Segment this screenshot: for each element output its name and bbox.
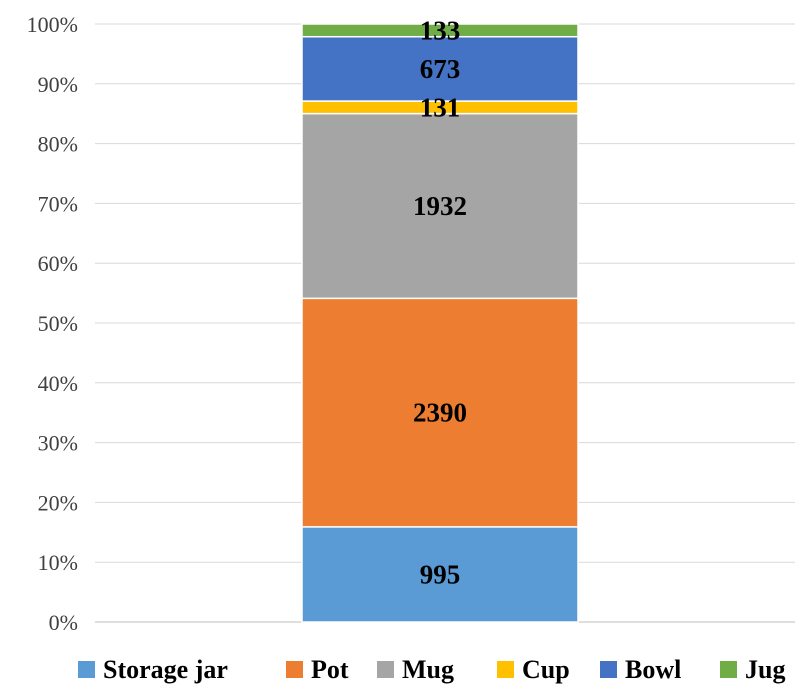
y-tick-label: 60% bbox=[38, 251, 78, 276]
y-tick-label: 70% bbox=[38, 191, 78, 216]
y-tick-label: 0% bbox=[49, 610, 78, 635]
bar-segment-mug bbox=[301, 112, 579, 300]
bar-segments bbox=[301, 23, 579, 623]
legend-swatch bbox=[286, 661, 303, 678]
legend-swatch bbox=[497, 661, 514, 678]
legend-item-mug: Mug bbox=[377, 655, 454, 684]
legend-item-storage-jar: Storage jar bbox=[78, 655, 228, 684]
legend-label: Mug bbox=[402, 655, 454, 684]
y-tick-label: 30% bbox=[38, 431, 78, 456]
legend-label: Bowl bbox=[625, 655, 681, 684]
legend-swatch bbox=[377, 661, 394, 678]
y-tick-label: 80% bbox=[38, 132, 78, 157]
y-tick-label: 40% bbox=[38, 371, 78, 396]
bar-segment-jug bbox=[301, 23, 579, 38]
y-tick-label: 10% bbox=[38, 550, 78, 575]
data-label-bowl: 673 bbox=[420, 54, 461, 84]
legend-label: Jug bbox=[745, 655, 785, 684]
legend: Storage jar Pot Mug Cup Bowl Jug bbox=[78, 655, 785, 684]
y-tick-label: 50% bbox=[38, 311, 78, 336]
data-label-jug: 133 bbox=[420, 15, 461, 45]
legend-item-cup: Cup bbox=[497, 655, 570, 684]
data-labels: 995 2390 1932 131 673 133 bbox=[413, 15, 467, 589]
legend-label: Pot bbox=[311, 655, 349, 684]
y-axis-ticks: 0% 10% 20% 30% 40% 50% 60% 70% 80% 90% 100% bbox=[27, 12, 78, 635]
legend-label: Cup bbox=[522, 655, 570, 684]
bar-segment-bowl bbox=[301, 35, 579, 102]
data-label-storage-jar: 995 bbox=[420, 559, 461, 589]
legend-swatch bbox=[600, 661, 617, 678]
data-label-mug: 1932 bbox=[413, 191, 467, 221]
data-label-pot: 2390 bbox=[413, 398, 467, 428]
y-tick-label: 100% bbox=[27, 12, 78, 37]
legend-item-jug: Jug bbox=[720, 655, 785, 684]
legend-swatch bbox=[78, 661, 95, 678]
data-label-cup: 131 bbox=[420, 92, 461, 122]
legend-item-bowl: Bowl bbox=[600, 655, 681, 684]
bar-segment-storage-jar bbox=[301, 526, 579, 623]
bar-segment-pot bbox=[301, 297, 579, 528]
y-tick-label: 20% bbox=[38, 490, 78, 515]
legend-swatch bbox=[720, 661, 737, 678]
legend-label: Storage jar bbox=[103, 655, 228, 684]
legend-item-pot: Pot bbox=[286, 655, 349, 684]
y-tick-label: 90% bbox=[38, 72, 78, 97]
